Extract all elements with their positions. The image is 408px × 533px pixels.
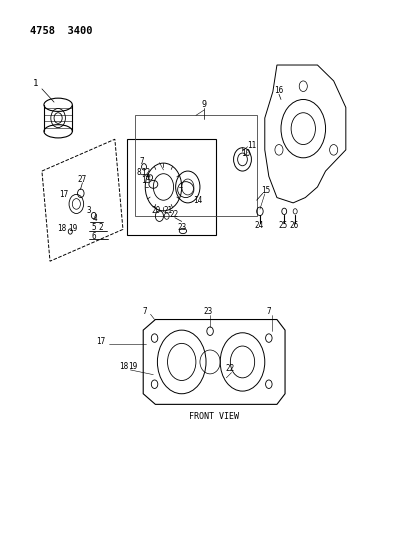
Text: 27: 27 [78, 174, 87, 183]
Text: 7: 7 [139, 157, 144, 166]
Text: 4758  3400: 4758 3400 [30, 26, 92, 36]
Text: 14: 14 [193, 196, 202, 205]
Text: 11: 11 [247, 141, 256, 150]
Text: 9: 9 [202, 100, 206, 109]
Text: 22: 22 [226, 364, 235, 373]
Text: 16: 16 [274, 86, 284, 95]
Text: 23: 23 [177, 223, 187, 232]
Text: 26: 26 [289, 221, 299, 230]
Text: 25: 25 [278, 221, 288, 230]
Text: 17: 17 [60, 190, 69, 199]
Text: 4: 4 [93, 214, 98, 223]
Text: 15: 15 [262, 185, 271, 195]
Text: 3: 3 [86, 206, 91, 215]
Text: 13: 13 [141, 176, 150, 185]
Text: 19: 19 [129, 362, 138, 370]
Text: 6: 6 [91, 232, 96, 241]
Text: 7: 7 [143, 307, 148, 316]
Text: 23: 23 [204, 307, 213, 316]
Text: 1: 1 [33, 79, 38, 88]
Text: 10: 10 [241, 149, 251, 158]
Text: 18: 18 [57, 224, 66, 233]
Text: 18: 18 [119, 362, 129, 370]
Text: 5: 5 [91, 223, 96, 232]
Text: 8: 8 [136, 167, 141, 176]
Text: 24: 24 [255, 221, 264, 230]
Text: 12: 12 [141, 167, 150, 176]
Text: 22: 22 [169, 210, 179, 219]
Text: 2: 2 [98, 223, 103, 232]
Text: 21: 21 [164, 206, 173, 215]
Text: 17: 17 [95, 337, 105, 346]
Text: FRONT VIEW: FRONT VIEW [189, 411, 239, 421]
Text: 20: 20 [151, 206, 161, 215]
Text: 19: 19 [68, 224, 77, 233]
Text: 7: 7 [266, 307, 271, 316]
Bar [127, 139, 216, 235]
